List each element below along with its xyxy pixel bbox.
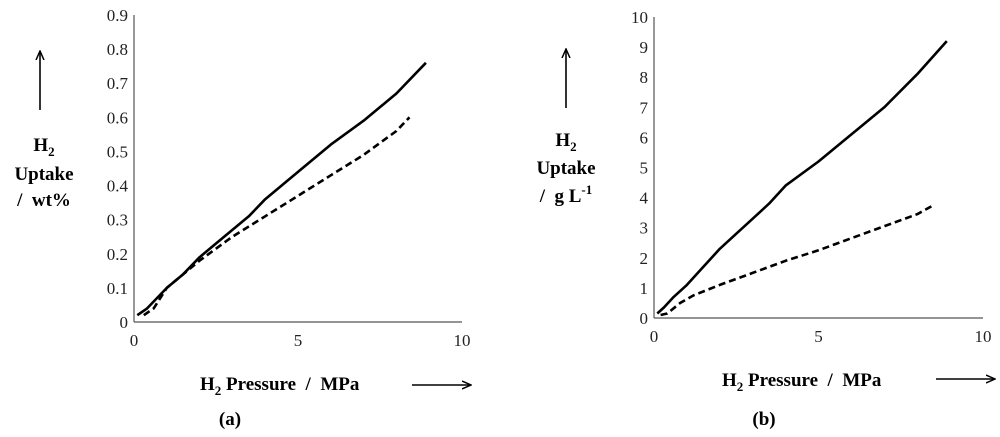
panel-a-y-tick-label: 0.6 bbox=[107, 108, 128, 127]
panel-a-ylabel-line3: / wt% bbox=[16, 190, 71, 211]
panel-a-y-tick-label: 0.8 bbox=[107, 40, 128, 59]
panel-b-series-solid-line bbox=[656, 40, 948, 315]
panel-a: 0 0.1 0.2 0.3 0.4 0.5 0.6 0.7 0.8 0.9 0 5 10 H2 Upt… bbox=[14, 6, 470, 430]
panel-a-x-tick-label: 0 bbox=[130, 331, 139, 350]
panel-a-x-tick-labels: 0 5 10 bbox=[130, 331, 471, 350]
panel-a-y-tick-label: 0 bbox=[120, 313, 129, 332]
panel-a-ylabel-line2: Uptake bbox=[14, 164, 73, 185]
panel-a-y-tick-label: 0.9 bbox=[107, 6, 128, 25]
panel-a-y-tick-label: 0.1 bbox=[107, 279, 128, 298]
panel-b-label: (b) bbox=[752, 409, 775, 430]
panel-b-y-tick-label: 3 bbox=[640, 219, 649, 238]
panel-b-ylabel-line3: / g L-1 bbox=[539, 182, 593, 207]
panel-a-x-tick-label: 5 bbox=[294, 331, 303, 350]
panel-a-y-tick-label: 0.2 bbox=[107, 245, 128, 264]
panel-a-y-tick-labels: 0 0.1 0.2 0.3 0.4 0.5 0.6 0.7 0.8 0.9 bbox=[107, 6, 129, 332]
panel-b-y-tick-label: 2 bbox=[640, 249, 649, 268]
panel-b-y-tick-label: 0 bbox=[640, 309, 649, 328]
panel-a-series-dashed-line bbox=[143, 116, 411, 317]
panel-b-y-tick-label: 8 bbox=[640, 68, 649, 87]
panel-a-x-tick-label: 10 bbox=[454, 331, 471, 350]
panel-a-series-lines bbox=[136, 61, 427, 317]
panel-b-y-tick-label: 9 bbox=[640, 38, 649, 57]
panel-a-y-tick-label: 0.4 bbox=[107, 177, 129, 196]
panel-a-y-tick-label: 0.3 bbox=[107, 211, 128, 230]
panel-a-y-tick-label: 0.7 bbox=[107, 74, 129, 93]
panel-b-x-tick-label: 5 bbox=[814, 327, 823, 346]
panel-b-y-tick-label: 6 bbox=[640, 128, 649, 147]
panel-b-y-tick-label: 7 bbox=[640, 98, 649, 117]
panel-a-ylabel-line1: H2 bbox=[33, 135, 54, 159]
panel-b-x-tick-label: 10 bbox=[975, 327, 992, 346]
panel-b-xlabel: H2 Pressure / MPa bbox=[722, 370, 882, 394]
panel-b-ylabel-line1: H2 bbox=[555, 130, 576, 154]
panel-b-series-dashed-line bbox=[660, 203, 935, 317]
panel-a-label: (a) bbox=[219, 409, 241, 430]
panel-a-series-solid-line bbox=[136, 61, 427, 317]
panel-b-y-tick-label: 5 bbox=[640, 159, 649, 178]
panel-a-xlabel: H2 Pressure / MPa bbox=[200, 374, 360, 398]
panel-b-y-tick-label: 1 bbox=[640, 279, 649, 298]
panel-b-series-lines bbox=[656, 40, 948, 317]
panel-b-ylabel-line2: Uptake bbox=[536, 158, 595, 179]
panel-b: 0 1 2 3 4 5 6 7 8 9 10 0 5 10 H2 Uptake / g L-1 H2 P… bbox=[536, 8, 994, 430]
panel-b-y-tick-label: 4 bbox=[640, 189, 649, 208]
panel-b-x-tick-label: 0 bbox=[650, 327, 659, 346]
panel-b-x-tick-labels: 0 5 10 bbox=[650, 327, 992, 346]
panel-b-y-tick-label: 10 bbox=[631, 8, 648, 27]
panel-b-y-tick-labels: 0 1 2 3 4 5 6 7 8 9 10 bbox=[631, 8, 649, 328]
panel-a-y-tick-label: 0.5 bbox=[107, 142, 128, 161]
